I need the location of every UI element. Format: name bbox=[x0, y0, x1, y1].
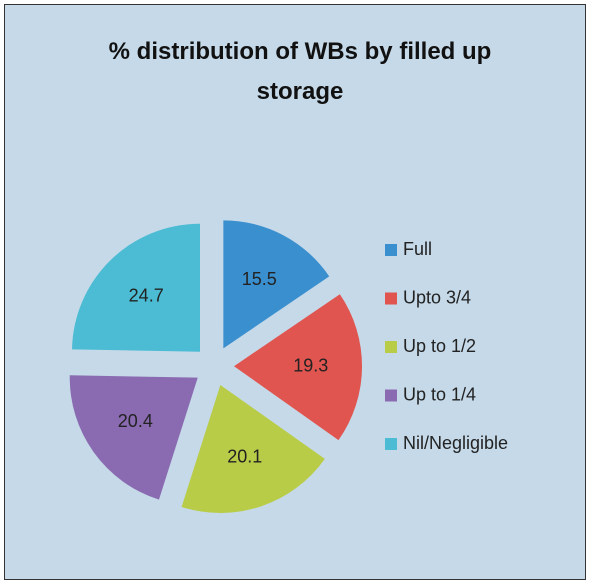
pie-slice bbox=[223, 220, 330, 349]
legend-swatch bbox=[385, 438, 397, 450]
legend-swatch bbox=[385, 244, 397, 256]
chart-title: % distribution of WBs by filled up stora… bbox=[108, 38, 492, 105]
data-label: 19.3 bbox=[293, 356, 328, 376]
legend-label: Up to 1/4 bbox=[403, 384, 476, 404]
pie-slice bbox=[72, 223, 200, 352]
legend-label: Nil/Negligible bbox=[403, 433, 508, 453]
pie-slice bbox=[181, 384, 325, 513]
legend-label: Full bbox=[403, 239, 432, 259]
data-label: 24.7 bbox=[129, 286, 164, 306]
legend-swatch bbox=[385, 292, 397, 305]
legend-label: Upto 3/4 bbox=[403, 287, 471, 307]
pie-slice bbox=[69, 375, 198, 500]
data-label: 20.1 bbox=[227, 447, 262, 467]
legend-swatch bbox=[385, 389, 397, 402]
data-label: 15.5 bbox=[242, 269, 277, 289]
legend-label: Up to 1/2 bbox=[403, 336, 476, 356]
legend-swatch bbox=[385, 341, 397, 353]
pie-slice bbox=[233, 294, 362, 441]
data-label: 20.4 bbox=[118, 411, 153, 431]
